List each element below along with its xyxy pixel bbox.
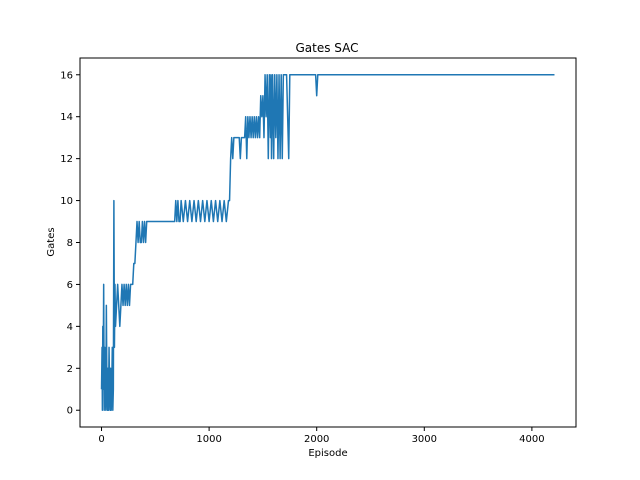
y-tick-label: 6 xyxy=(67,280,73,291)
y-tick-label: 10 xyxy=(60,196,73,207)
chart-title: Gates SAC xyxy=(295,41,358,55)
x-tick-label: 0 xyxy=(98,434,104,445)
y-tick-label: 8 xyxy=(67,238,73,249)
y-tick-label: 16 xyxy=(60,70,73,81)
x-tick-label: 2000 xyxy=(304,434,329,445)
x-tick-label: 1000 xyxy=(196,434,221,445)
x-tick-label: 3000 xyxy=(412,434,437,445)
y-axis: 0 2 4 6 8 10 12 14 16 xyxy=(60,70,80,417)
series-line-0 xyxy=(100,74,555,411)
plot-area xyxy=(100,74,555,411)
x-axis: 0 1000 2000 3000 4000 xyxy=(98,427,545,445)
y-axis-label: Gates xyxy=(46,227,57,256)
y-tick-label: 4 xyxy=(67,322,73,333)
x-axis-label: Episode xyxy=(308,448,347,459)
y-tick-label: 12 xyxy=(60,154,73,165)
y-tick-label: 14 xyxy=(60,112,73,123)
x-tick-label: 4000 xyxy=(519,434,544,445)
y-tick-label: 2 xyxy=(67,364,73,375)
y-tick-label: 0 xyxy=(67,406,73,417)
